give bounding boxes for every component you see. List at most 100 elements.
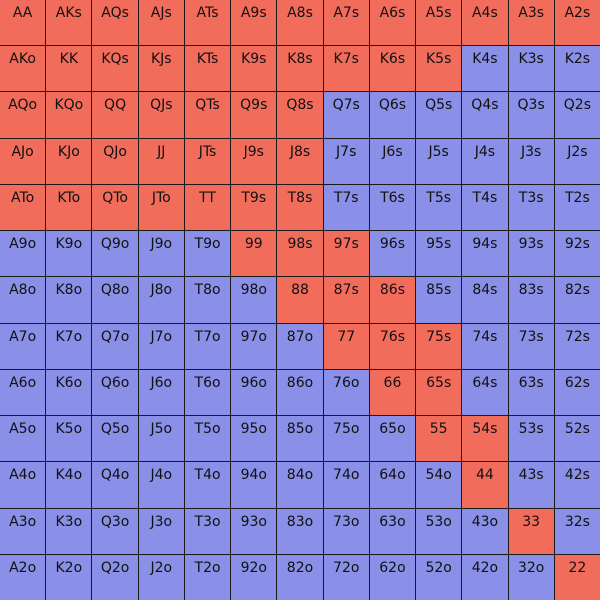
hand-cell[interactable]: J7s: [323, 138, 369, 184]
hand-cell[interactable]: K8o: [46, 277, 92, 323]
hand-cell[interactable]: ATo: [0, 184, 46, 231]
hand-cell[interactable]: 63o: [369, 508, 416, 554]
hand-cell[interactable]: J8s: [277, 138, 323, 184]
hand-cell[interactable]: K9o: [46, 231, 92, 277]
hand-cell[interactable]: T7s: [323, 184, 369, 231]
hand-cell[interactable]: 73o: [323, 508, 369, 554]
hand-cell[interactable]: 32s: [554, 508, 600, 554]
hand-cell[interactable]: ATs: [184, 0, 231, 46]
hand-cell[interactable]: A5s: [416, 0, 462, 46]
hand-cell[interactable]: 77: [323, 323, 369, 369]
hand-cell[interactable]: 93s: [508, 231, 554, 277]
hand-cell[interactable]: 44: [462, 462, 508, 508]
hand-cell[interactable]: J4s: [462, 138, 508, 184]
hand-cell[interactable]: J6o: [138, 369, 184, 416]
hand-cell[interactable]: T8o: [184, 277, 231, 323]
hand-cell[interactable]: QTs: [184, 92, 231, 138]
hand-cell[interactable]: 52o: [416, 554, 462, 600]
hand-cell[interactable]: A8s: [277, 0, 323, 46]
hand-cell[interactable]: A7s: [323, 0, 369, 46]
hand-cell[interactable]: K6s: [369, 46, 416, 92]
hand-cell[interactable]: Q2s: [554, 92, 600, 138]
hand-cell[interactable]: 64o: [369, 462, 416, 508]
hand-cell[interactable]: Q5s: [416, 92, 462, 138]
hand-cell[interactable]: T2s: [554, 184, 600, 231]
hand-cell[interactable]: Q7s: [323, 92, 369, 138]
hand-cell[interactable]: J2o: [138, 554, 184, 600]
hand-cell[interactable]: 97o: [231, 323, 277, 369]
hand-cell[interactable]: 86o: [277, 369, 323, 416]
hand-cell[interactable]: 86s: [369, 277, 416, 323]
hand-cell[interactable]: A6s: [369, 0, 416, 46]
hand-cell[interactable]: Q8s: [277, 92, 323, 138]
hand-cell[interactable]: 99: [231, 231, 277, 277]
hand-cell[interactable]: Q4o: [92, 462, 138, 508]
hand-cell[interactable]: K5s: [416, 46, 462, 92]
hand-cell[interactable]: KK: [46, 46, 92, 92]
hand-cell[interactable]: QJo: [92, 138, 138, 184]
hand-cell[interactable]: 97s: [323, 231, 369, 277]
hand-cell[interactable]: QJs: [138, 92, 184, 138]
hand-cell[interactable]: KQo: [46, 92, 92, 138]
hand-cell[interactable]: 75o: [323, 416, 369, 462]
hand-cell[interactable]: 85o: [277, 416, 323, 462]
hand-cell[interactable]: AJo: [0, 138, 46, 184]
hand-cell[interactable]: Q8o: [92, 277, 138, 323]
hand-cell[interactable]: 72o: [323, 554, 369, 600]
hand-cell[interactable]: 94o: [231, 462, 277, 508]
hand-cell[interactable]: 72s: [554, 323, 600, 369]
hand-cell[interactable]: Q3o: [92, 508, 138, 554]
hand-cell[interactable]: Q5o: [92, 416, 138, 462]
hand-cell[interactable]: AJs: [138, 0, 184, 46]
hand-cell[interactable]: 92s: [554, 231, 600, 277]
hand-cell[interactable]: 94s: [462, 231, 508, 277]
hand-cell[interactable]: 82o: [277, 554, 323, 600]
hand-cell[interactable]: T3s: [508, 184, 554, 231]
hand-cell[interactable]: T5s: [416, 184, 462, 231]
hand-cell[interactable]: K7o: [46, 323, 92, 369]
hand-cell[interactable]: 85s: [416, 277, 462, 323]
hand-cell[interactable]: 33: [508, 508, 554, 554]
hand-cell[interactable]: K6o: [46, 369, 92, 416]
hand-cell[interactable]: 62o: [369, 554, 416, 600]
hand-cell[interactable]: K8s: [277, 46, 323, 92]
hand-cell[interactable]: 83o: [277, 508, 323, 554]
hand-cell[interactable]: A3s: [508, 0, 554, 46]
hand-cell[interactable]: 32o: [508, 554, 554, 600]
hand-cell[interactable]: 98o: [231, 277, 277, 323]
hand-cell[interactable]: 95s: [416, 231, 462, 277]
hand-cell[interactable]: 43o: [462, 508, 508, 554]
hand-cell[interactable]: 84s: [462, 277, 508, 323]
hand-cell[interactable]: A4o: [0, 462, 46, 508]
hand-cell[interactable]: 53s: [508, 416, 554, 462]
hand-cell[interactable]: A4s: [462, 0, 508, 46]
hand-cell[interactable]: A2o: [0, 554, 46, 600]
hand-cell[interactable]: QQ: [92, 92, 138, 138]
hand-cell[interactable]: 92o: [231, 554, 277, 600]
hand-cell[interactable]: J4o: [138, 462, 184, 508]
hand-cell[interactable]: JJ: [138, 138, 184, 184]
hand-cell[interactable]: KTs: [184, 46, 231, 92]
hand-cell[interactable]: 82s: [554, 277, 600, 323]
hand-cell[interactable]: J2s: [554, 138, 600, 184]
hand-cell[interactable]: J8o: [138, 277, 184, 323]
hand-cell[interactable]: 65o: [369, 416, 416, 462]
hand-cell[interactable]: K4o: [46, 462, 92, 508]
hand-cell[interactable]: T6o: [184, 369, 231, 416]
hand-cell[interactable]: QTo: [92, 184, 138, 231]
hand-cell[interactable]: T3o: [184, 508, 231, 554]
hand-cell[interactable]: A7o: [0, 323, 46, 369]
hand-cell[interactable]: 75s: [416, 323, 462, 369]
hand-cell[interactable]: 54o: [416, 462, 462, 508]
hand-cell[interactable]: K4s: [462, 46, 508, 92]
hand-cell[interactable]: J9s: [231, 138, 277, 184]
hand-cell[interactable]: J7o: [138, 323, 184, 369]
hand-cell[interactable]: J5o: [138, 416, 184, 462]
hand-cell[interactable]: A9s: [231, 0, 277, 46]
hand-cell[interactable]: A3o: [0, 508, 46, 554]
hand-cell[interactable]: 95o: [231, 416, 277, 462]
hand-cell[interactable]: Q2o: [92, 554, 138, 600]
hand-cell[interactable]: Q6o: [92, 369, 138, 416]
hand-cell[interactable]: Q9o: [92, 231, 138, 277]
hand-cell[interactable]: K7s: [323, 46, 369, 92]
